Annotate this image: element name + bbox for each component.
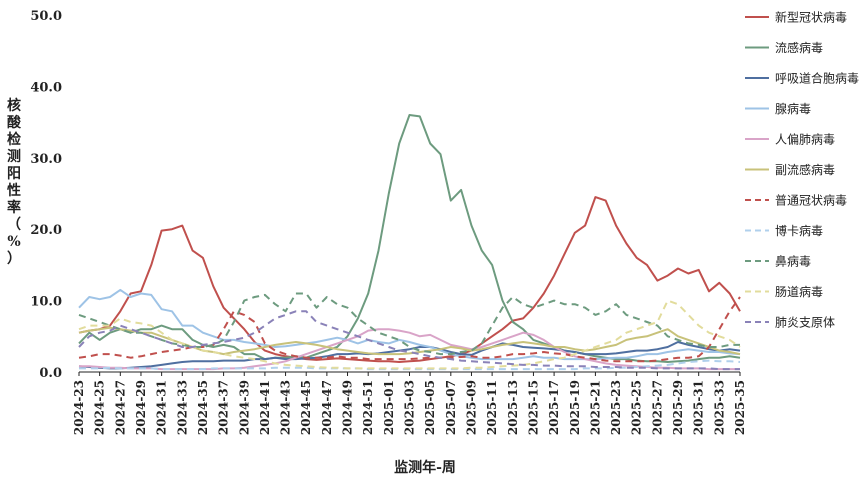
legend-label-3: 腺病毒 [775, 101, 811, 116]
x-tick-label: 2025-13 [506, 380, 520, 435]
legend-label-2: 呼吸道合胞病毒 [775, 71, 859, 86]
legend-label-7: 博卡病毒 [775, 223, 823, 238]
x-tick-label: 2024-31 [155, 380, 169, 435]
x-tick-label: 2025-33 [712, 380, 726, 435]
x-tick-label: 2025-17 [547, 380, 561, 435]
x-tick-label: 2025-11 [485, 380, 499, 435]
legend-label-6: 普通冠状病毒 [775, 193, 847, 208]
y-tick-label: 0.0 [39, 366, 62, 381]
x-tick-label: 2025-05 [423, 380, 437, 435]
x-tick-label: 2024-27 [113, 380, 127, 435]
y-tick-label: 20.0 [30, 223, 62, 238]
x-tick-label: 2024-33 [175, 380, 189, 435]
series-line-10 [78, 310, 740, 371]
x-tick-label: 2024-43 [279, 380, 293, 435]
legend-label-1: 流感病毒 [775, 40, 823, 55]
x-tick-label: 2024-51 [361, 380, 375, 435]
y-tick-label: 50.0 [30, 9, 62, 24]
y-tick-label: 30.0 [30, 152, 62, 167]
x-tick-label: 2024-47 [320, 380, 334, 435]
x-tick-label: 2025-15 [526, 380, 540, 435]
x-tick-label: 2024-49 [341, 380, 355, 435]
series-line-5 [78, 326, 741, 356]
x-tick-label: 2024-41 [258, 380, 272, 435]
x-tick-label: 2025-07 [444, 380, 458, 435]
x-tick-label: 2025-21 [588, 380, 602, 435]
series-line-0 [78, 196, 741, 363]
legend-label-10: 肺炎支原体 [775, 316, 835, 330]
x-tick-label: 2024-29 [134, 380, 148, 435]
series-line-9 [78, 299, 741, 370]
x-tick-label: 2025-27 [650, 380, 664, 435]
x-axis-label: 监测年-周 [394, 459, 456, 476]
x-tick-label: 2024-45 [299, 380, 313, 435]
series-line-3 [78, 288, 741, 361]
x-tick-label: 2025-23 [609, 380, 623, 435]
x-tick-label: 2025-25 [630, 380, 644, 435]
legend-label-5: 副流感病毒 [775, 162, 835, 177]
series-line-2 [78, 341, 741, 370]
x-axis-ticks: 2024-23 2024-25 2024-27 2024-29 2024-31 2024-… [72, 372, 747, 435]
x-tick-label: 2025-31 [692, 380, 706, 435]
y-axis-label: 核酸检测阳性率（%） [7, 97, 22, 267]
x-tick-label: 2024-23 [72, 380, 86, 435]
x-tick-label: 2025-29 [671, 380, 685, 435]
legend-label-4: 人偏肺病毒 [775, 132, 835, 147]
y-tick-label: 10.0 [30, 295, 62, 310]
series-line-1 [78, 114, 741, 363]
legend-label-8: 鼻病毒 [775, 254, 811, 269]
y-axis-ticks: 0.0 10.0 20.0 30.0 40.0 50.0 [30, 9, 62, 381]
y-tick-label: 40.0 [30, 80, 62, 95]
legend-label-0: 新型冠状病毒 [775, 10, 847, 25]
x-tick-label: 2024-35 [196, 380, 210, 435]
x-tick-label: 2025-35 [733, 380, 747, 435]
x-tick-label: 2024-39 [237, 380, 251, 435]
x-tick-label: 2025-01 [382, 380, 396, 435]
x-tick-label: 2024-25 [93, 380, 107, 435]
legend-label-9: 肠道病毒 [775, 284, 823, 299]
series-lines [78, 114, 741, 371]
x-tick-label: 2025-19 [568, 380, 582, 435]
legend: 新型冠状病毒流感病毒呼吸道合胞病毒腺病毒人偏肺病毒副流感病毒普通冠状病毒博卡病毒… [745, 10, 859, 330]
x-tick-label: 2025-03 [403, 380, 417, 435]
x-tick-label: 2024-37 [217, 380, 231, 435]
x-tick-label: 2025-09 [464, 380, 478, 435]
